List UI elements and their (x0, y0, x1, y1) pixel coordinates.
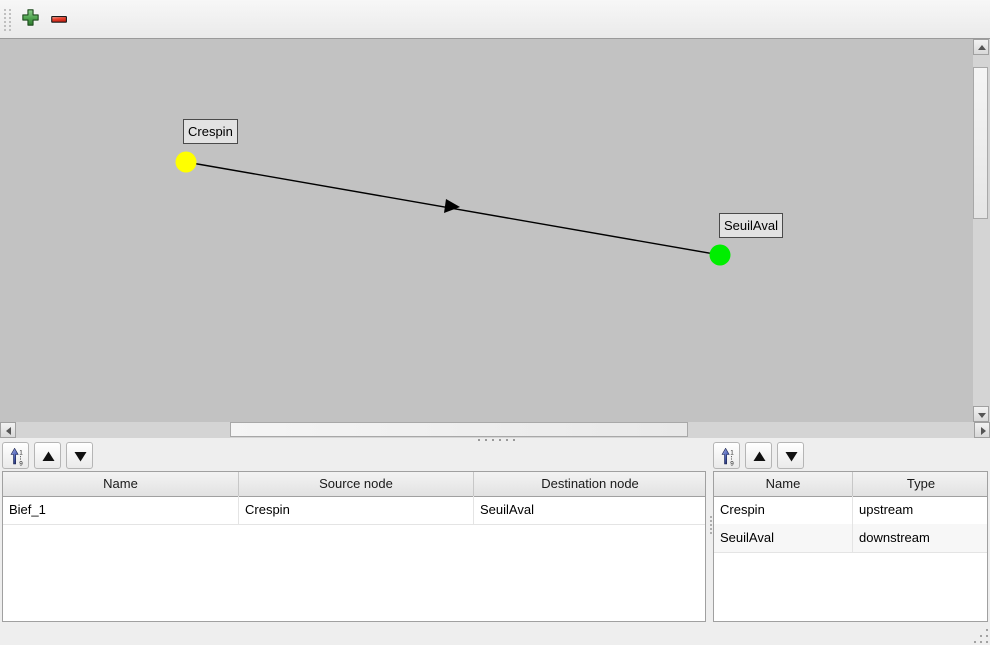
svg-text:9: 9 (730, 460, 734, 467)
svg-text:9: 9 (19, 460, 23, 467)
svg-text:1: 1 (19, 450, 23, 457)
svg-text:1: 1 (730, 450, 734, 457)
